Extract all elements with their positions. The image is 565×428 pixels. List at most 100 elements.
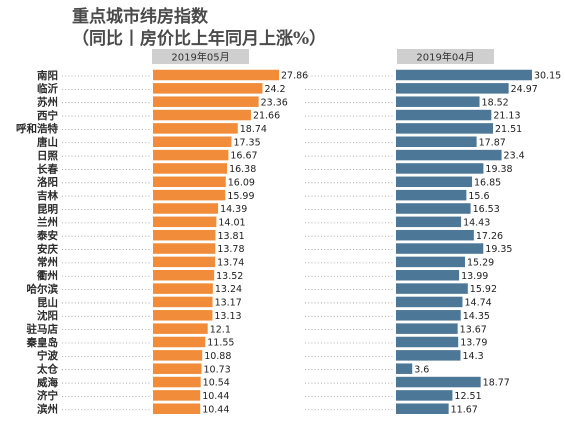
bar-2019-04 [396,83,509,94]
bar-2019-04 [396,403,449,414]
bar-2019-04 [396,176,473,188]
bar-2019-05 [153,216,217,228]
bar-2019-04 [396,203,471,214]
series-header-label-0: 2019年05月 [171,51,229,64]
bar-2019-04 [396,283,468,294]
value-label-2019-05: 10.73 [204,364,231,375]
value-label-2019-04: 12.51 [454,391,481,402]
city-label: 洛阳 [37,176,58,189]
value-label-2019-05: 10.88 [204,351,231,362]
bar-2019-04 [396,109,492,121]
city-label: 兰州 [37,216,58,229]
bar-2019-05 [153,149,229,161]
bar-2019-04 [396,216,462,228]
value-label-2019-04: 14.35 [463,311,490,322]
city-label: 太仓 [36,363,58,376]
city-label: 秦皇岛 [26,336,59,349]
series-header-box-1 [397,49,494,64]
city-label: 宁波 [37,349,58,362]
value-label-2019-04: 19.38 [485,164,512,175]
value-label-2019-05: 16.38 [229,164,256,175]
value-label-2019-04: 18.77 [483,378,510,389]
value-label-2019-05: 10.44 [202,404,229,415]
city-label: 南阳 [37,69,58,82]
chart-title: 重点城市纬房指数 [72,7,208,27]
bar-2019-05 [153,270,215,281]
value-label-2019-04: 17.87 [479,137,506,148]
series-header-label-1: 2019年04月 [416,51,474,64]
value-label-2019-04: 21.13 [493,111,520,122]
bar-2019-05 [153,323,208,334]
value-label-2019-04: 16.53 [473,204,500,215]
city-label: 沈阳 [37,309,58,322]
value-label-2019-05: 16.67 [230,151,257,162]
bar-2019-05 [153,336,206,348]
city-label: 苏州 [37,96,58,109]
value-label-2019-04: 13.67 [460,324,487,335]
city-label: 长春 [37,162,58,175]
bar-2019-05 [153,189,226,201]
bar-2019-04 [396,336,459,348]
bar-2019-05 [153,363,202,374]
city-label: 呼和浩特 [16,122,58,135]
bar-2019-05 [153,310,213,321]
value-label-2019-05: 13.24 [215,284,242,295]
bar-2019-05 [153,376,201,388]
city-label: 驻马店 [27,322,59,335]
bar-2019-05 [153,283,213,294]
value-label-2019-05: 15.99 [227,191,254,202]
value-label-2019-04: 3.6 [414,364,429,375]
value-label-2019-05: 14.01 [218,217,245,228]
value-label-2019-04: 11.67 [451,404,478,415]
bar-2019-05 [153,136,232,147]
bar-2019-05 [153,350,203,361]
bar-2019-05 [153,203,219,214]
bar-2019-05 [153,403,201,414]
bar-2019-05 [153,256,216,268]
value-label-2019-04: 24.97 [511,84,538,95]
city-label: 常州 [37,256,58,269]
value-label-2019-04: 23.4 [504,151,525,162]
value-label-2019-05: 14.39 [220,204,247,215]
bar-2019-04 [396,136,477,147]
bar-2019-05 [153,163,228,174]
value-label-2019-05: 13.52 [216,271,243,282]
value-label-2019-05: 23.36 [261,97,288,108]
value-label-2019-05: 17.35 [233,137,260,148]
value-label-2019-05: 16.09 [228,177,255,188]
value-label-2019-04: 30.15 [534,71,561,82]
value-label-2019-04: 16.85 [474,177,501,188]
bar-2019-04 [396,310,461,321]
value-label-2019-04: 19.35 [485,244,512,255]
value-label-2019-04: 14.43 [463,217,490,228]
city-label: 临沂 [37,82,58,95]
bar-2019-04 [396,376,481,388]
bar-2019-05 [153,390,201,401]
value-label-2019-05: 18.74 [240,124,267,135]
bar-2019-05 [153,229,216,241]
city-label: 滨州 [37,403,58,416]
bar-2019-04 [396,96,480,107]
city-label: 衢州 [37,269,58,282]
value-label-2019-05: 12.1 [210,324,231,335]
bar-2019-04 [396,296,463,308]
value-label-2019-04: 18.52 [482,97,509,108]
value-label-2019-05: 10.54 [203,378,230,389]
value-label-2019-04: 13.79 [460,338,487,349]
bar-2019-05 [153,69,279,81]
value-label-2019-04: 15.92 [470,284,497,295]
bar-2019-05 [153,123,238,134]
value-label-2019-04: 13.99 [461,271,488,282]
value-label-2019-05: 13.13 [214,311,241,322]
city-label: 安庆 [37,242,58,255]
city-label: 威海 [37,376,58,389]
city-label: 昆山 [37,296,58,309]
city-label: 昆明 [37,203,58,215]
bar-2019-04 [396,123,494,134]
bar-2019-04 [396,189,467,201]
bar-2019-05 [153,96,259,107]
value-label-2019-04: 15.6 [468,191,489,202]
chart-subtitle: （同比丨房价比上年同月上涨%） [72,29,327,49]
